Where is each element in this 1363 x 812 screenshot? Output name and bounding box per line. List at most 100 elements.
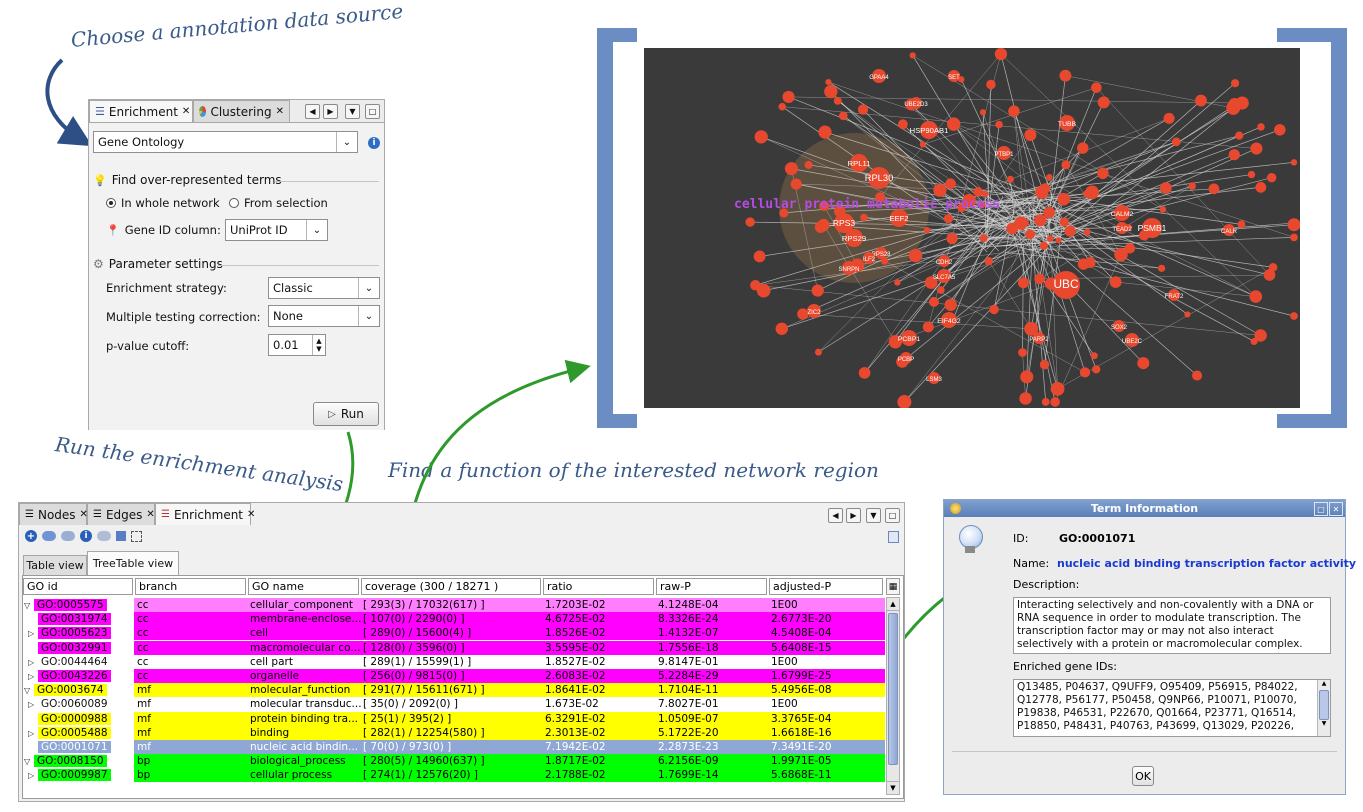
network-node[interactable] xyxy=(1226,100,1241,115)
tab-nodes[interactable]: ☰ Nodes ✕ xyxy=(19,503,88,525)
next-tab-button[interactable]: ▶ xyxy=(323,104,338,119)
collapsed-triangle-icon[interactable]: ▷ xyxy=(28,672,35,681)
column-header-go-id[interactable]: GO id xyxy=(23,578,133,595)
tab-clustering[interactable]: Clustering ✕ xyxy=(193,100,290,122)
strategy-select[interactable]: Classic ⌄ xyxy=(268,277,380,299)
network-node[interactable] xyxy=(1097,96,1110,109)
network-node[interactable] xyxy=(1137,357,1150,370)
collapsed-triangle-icon[interactable]: ▷ xyxy=(28,771,35,781)
network-node[interactable] xyxy=(790,178,802,190)
network-node[interactable] xyxy=(880,257,889,265)
link-icon[interactable] xyxy=(61,531,75,541)
network-node[interactable] xyxy=(782,90,795,104)
ok-button[interactable]: OK xyxy=(1132,766,1154,786)
network-node[interactable] xyxy=(989,304,999,315)
network-node[interactable] xyxy=(1249,290,1263,303)
network-node[interactable] xyxy=(1046,174,1053,181)
network-node[interactable] xyxy=(1084,257,1096,268)
close-icon[interactable]: ✕ xyxy=(247,509,256,520)
network-node[interactable] xyxy=(1287,218,1300,232)
network-node[interactable] xyxy=(1192,370,1203,381)
network-hub-node[interactable] xyxy=(920,121,938,139)
network-node[interactable] xyxy=(1208,183,1220,195)
network-node[interactable] xyxy=(1114,247,1128,262)
network-node[interactable] xyxy=(995,120,1003,129)
network-node[interactable] xyxy=(957,203,966,213)
maximize-button[interactable]: □ xyxy=(365,104,380,119)
network-node[interactable] xyxy=(1061,160,1071,170)
network-hub-node[interactable] xyxy=(928,372,940,384)
network-hub-node[interactable] xyxy=(997,146,1011,160)
column-header-raw-p[interactable]: raw-P xyxy=(656,578,767,595)
network-hub-node[interactable] xyxy=(875,247,887,259)
network-hub-node[interactable] xyxy=(938,255,950,267)
tab-edges[interactable]: ☰ Edges ✕ xyxy=(87,503,155,525)
network-node[interactable] xyxy=(779,208,789,218)
close-button[interactable]: ✕ xyxy=(1329,502,1343,516)
network-node[interactable] xyxy=(1160,182,1172,194)
network-node[interactable] xyxy=(819,200,830,212)
collapsed-triangle-icon[interactable]: ▷ xyxy=(28,629,35,639)
table-scrollbar[interactable]: ▲ ▼ xyxy=(886,597,900,795)
network-node[interactable] xyxy=(804,160,813,169)
scroll-down-icon[interactable]: ▼ xyxy=(887,781,899,794)
table-row[interactable]: GO:0001071 mf nucleic acid bindin... [ 70(0… xyxy=(23,740,885,754)
data-source-select[interactable]: Gene Ontology ⌄ xyxy=(93,131,358,153)
menu-dropdown-button[interactable]: ▼ xyxy=(345,104,360,119)
network-node[interactable] xyxy=(1092,365,1101,374)
table-row[interactable]: ▷ GO:0044464 cc cell part[ 289(1) / 15599(1… xyxy=(23,654,885,669)
network-node[interactable] xyxy=(833,96,842,105)
column-header-ratio[interactable]: ratio xyxy=(543,578,654,595)
radio-button-off[interactable] xyxy=(229,198,239,208)
genes-scrollbar[interactable]: ▲ ▼ xyxy=(1317,680,1330,736)
network-hub-node[interactable] xyxy=(900,352,912,364)
next-tab-button[interactable]: ▶ xyxy=(846,508,861,523)
network-node[interactable] xyxy=(1091,82,1102,93)
network-node[interactable] xyxy=(1043,206,1055,219)
network-node[interactable] xyxy=(1184,311,1191,318)
network-node[interactable] xyxy=(1290,312,1298,320)
network-node[interactable] xyxy=(1039,359,1050,370)
network-node[interactable] xyxy=(1268,262,1278,272)
table-row[interactable]: ▷ GO:0005488 mf binding[ 282(1) / 12254(580… xyxy=(23,725,885,740)
network-node[interactable] xyxy=(797,308,809,320)
table-row[interactable]: ▷ GO:0043226 cc organelle[ 256(0) / 9815(0)… xyxy=(23,669,885,683)
network-hub-node[interactable] xyxy=(807,304,821,318)
table-row[interactable]: GO:0031974 cc membrane-enclose...[ 107(0) … xyxy=(23,612,885,627)
add-icon[interactable]: + xyxy=(25,530,37,542)
scroll-up-icon[interactable]: ▲ xyxy=(887,598,899,611)
network-hub-node[interactable] xyxy=(1114,205,1130,221)
network-node[interactable] xyxy=(909,52,916,59)
network-node[interactable] xyxy=(838,111,848,121)
network-node[interactable] xyxy=(1050,382,1065,396)
network-node[interactable] xyxy=(933,183,947,197)
collapsed-triangle-icon[interactable]: ▷ xyxy=(28,657,35,667)
table-row[interactable]: ▷ GO:0009987 bp cellular process[ 274(1) / … xyxy=(23,768,885,783)
network-hub-node[interactable] xyxy=(1116,222,1128,234)
network-node[interactable] xyxy=(979,201,986,209)
table-row[interactable]: GO:0000988 mf protein binding tra... [ 25(1… xyxy=(23,711,885,726)
column-header-branch[interactable]: branch xyxy=(135,578,246,595)
network-node[interactable] xyxy=(750,280,761,291)
network-node[interactable] xyxy=(924,276,938,289)
network-node[interactable] xyxy=(1021,219,1029,227)
network-node[interactable] xyxy=(928,296,939,307)
network-node[interactable] xyxy=(1247,170,1256,179)
network-node[interactable] xyxy=(1274,124,1286,136)
network-hub-node[interactable] xyxy=(834,213,854,233)
network-node[interactable] xyxy=(860,213,868,222)
network-node[interactable] xyxy=(778,102,787,111)
network-node[interactable] xyxy=(824,84,838,99)
network-hub-node[interactable] xyxy=(1059,115,1075,131)
network-hub-node[interactable] xyxy=(1168,289,1180,301)
menu-dropdown-button[interactable]: ▼ xyxy=(866,508,881,523)
network-node[interactable] xyxy=(875,192,886,203)
network-node[interactable] xyxy=(857,104,869,115)
network-node[interactable] xyxy=(1050,397,1060,407)
network-node[interactable] xyxy=(1266,172,1277,183)
collapsed-triangle-icon[interactable]: ▷ xyxy=(28,700,35,710)
network-node[interactable] xyxy=(1250,337,1258,346)
network-node[interactable] xyxy=(1263,269,1276,281)
expanded-triangle-icon[interactable]: ▽ xyxy=(24,601,31,610)
network-node[interactable] xyxy=(994,48,1008,61)
